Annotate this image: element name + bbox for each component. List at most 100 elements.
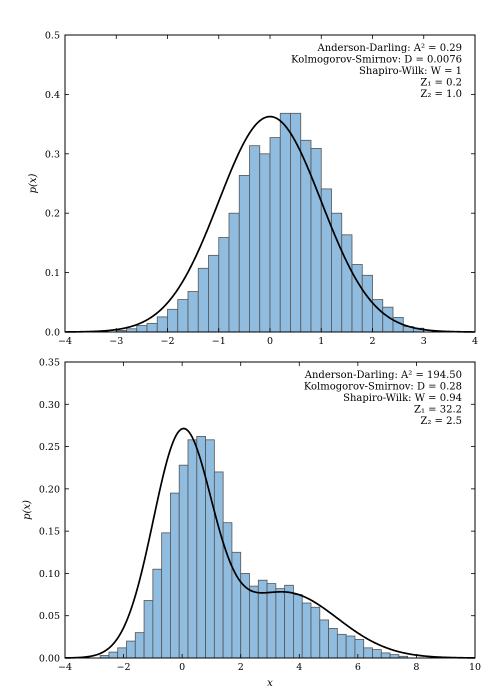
histogram-bar	[161, 532, 171, 659]
x-tick-label: −1	[212, 336, 226, 347]
histogram-bar	[238, 174, 250, 333]
histogram-bar	[310, 147, 322, 333]
histogram-bars	[99, 436, 409, 659]
y-tick-label: 0.2	[45, 209, 60, 220]
x-tick-label: 2	[369, 336, 375, 347]
histogram-bar	[380, 652, 391, 659]
histogram-bar	[284, 584, 294, 659]
x-tick-label: −2	[117, 662, 131, 673]
histogram-bar	[361, 274, 373, 333]
histogram-bar	[328, 628, 338, 659]
x-tick-label: 4	[472, 336, 478, 347]
y-axis-label: p(x)	[22, 500, 33, 520]
histogram-bar	[167, 308, 179, 333]
y-axis-label: p(x)	[28, 173, 39, 193]
top-panel: −4 −3 −2 −1 0 1 2 3 4 0.0 0.1 0.2 0.3 0.4 0.5 p(x) Ander…	[28, 31, 478, 348]
histogram-bar	[222, 522, 233, 659]
histogram-bar	[372, 649, 382, 659]
y-tick-label: 0.4	[45, 90, 60, 101]
stats-annotation-line: Z₂ = 1.0	[420, 89, 462, 100]
histogram-bar	[290, 112, 302, 333]
histogram-bar	[345, 635, 356, 659]
histogram-bar	[108, 651, 119, 659]
histogram-bar	[197, 267, 209, 333]
histogram-bar	[249, 585, 259, 659]
histogram-bar	[178, 464, 189, 659]
y-tick-label: 0.0	[45, 328, 60, 339]
y-tick-label: 0.20	[39, 484, 60, 495]
y-tick-label: 0.3	[45, 149, 60, 160]
stats-annotation-line: Kolmogorov-Smirnov: D = 0.0076	[291, 55, 462, 66]
x-tick-label: −4	[58, 662, 72, 673]
stats-annotation-line: Shapiro-Wilk: W = 1	[359, 66, 462, 77]
pdf-curve	[64, 115, 476, 333]
histogram-bar	[336, 633, 347, 659]
histogram-bar	[354, 638, 365, 659]
x-tick-label: 1	[318, 336, 324, 347]
histogram-bar	[341, 234, 353, 333]
histogram-bar	[228, 212, 240, 333]
histogram-bar	[187, 291, 199, 333]
stats-annotation-line: Z₁ = 0.2	[420, 78, 462, 89]
histogram-bar	[136, 325, 148, 333]
histogram-bar	[319, 619, 329, 659]
histogram-bar	[205, 439, 215, 659]
histogram-bar	[269, 137, 281, 333]
histogram-bar	[170, 492, 180, 659]
y-tick-label: 0.05	[39, 611, 60, 622]
y-tick-label: 0.1	[45, 268, 60, 279]
plot-frame	[64, 361, 476, 659]
histogram-bars	[115, 112, 425, 333]
y-tick-label: 0.25	[39, 442, 60, 453]
histogram-bar	[320, 188, 332, 333]
histogram-bar	[275, 588, 286, 659]
x-tick-label: 10	[469, 662, 481, 673]
y-tick-label: 0.15	[39, 527, 60, 538]
y-tick-label: 0.35	[39, 358, 60, 369]
histogram-bar	[363, 647, 373, 659]
pdf-curve	[64, 427, 475, 659]
histogram-bar	[117, 647, 127, 659]
stats-annotation-line: Anderson-Darling: A² = 194.50	[304, 370, 462, 381]
histogram-bar	[389, 654, 400, 659]
stats-annotation-line: Shapiro-Wilk: W = 0.94	[343, 393, 462, 404]
x-tick-label: −2	[160, 336, 174, 347]
x-tick-label: 0	[179, 662, 185, 673]
x-tick-label: 8	[413, 662, 419, 673]
bottom-panel: −4 −2 0 2 4 6 8 10 0.00 0.05 0.10 0.15 0.20 0.25 0.30 0…	[22, 358, 481, 690]
y-tick-label: 0.5	[45, 31, 60, 42]
histogram-bar	[213, 471, 224, 659]
x-tick-label: 2	[238, 662, 244, 673]
histogram-bar	[143, 600, 154, 659]
stats-annotation-line: Kolmogorov-Smirnov: D = 0.28	[304, 382, 462, 393]
x-tick-label: 6	[355, 662, 361, 673]
histogram-bar	[279, 112, 291, 333]
histogram-bar	[187, 439, 198, 659]
x-tick-label: −4	[58, 336, 72, 347]
histogram-bar	[126, 640, 136, 659]
y-tick-label: 0.10	[39, 569, 60, 580]
histogram-bar	[208, 254, 220, 333]
y-tick-label: 0.00	[39, 654, 60, 665]
stats-annotation-line: Z₁ = 32.2	[414, 405, 462, 416]
histogram-bar	[266, 583, 277, 659]
histogram-bar	[177, 299, 189, 333]
histogram-bar	[249, 145, 261, 333]
histogram-bar	[218, 237, 230, 333]
histogram-bar	[301, 602, 312, 659]
x-tick-label: 0	[267, 336, 273, 347]
stats-annotation-line: Anderson-Darling: A² = 0.29	[316, 43, 462, 54]
x-tick-label: −3	[109, 336, 123, 347]
y-tick-label: 0.30	[39, 400, 60, 411]
histogram-bar	[156, 316, 168, 333]
histogram-bar	[293, 594, 303, 659]
histogram-bar	[152, 568, 163, 659]
histogram-bar	[310, 606, 321, 659]
x-tick-label: 3	[421, 336, 427, 347]
stats-annotation-line: Z₂ = 2.5	[420, 416, 462, 427]
histogram-bar	[257, 579, 268, 659]
histogram-bar	[134, 632, 145, 659]
x-tick-label: 4	[296, 662, 302, 673]
histogram-bar	[300, 139, 312, 333]
